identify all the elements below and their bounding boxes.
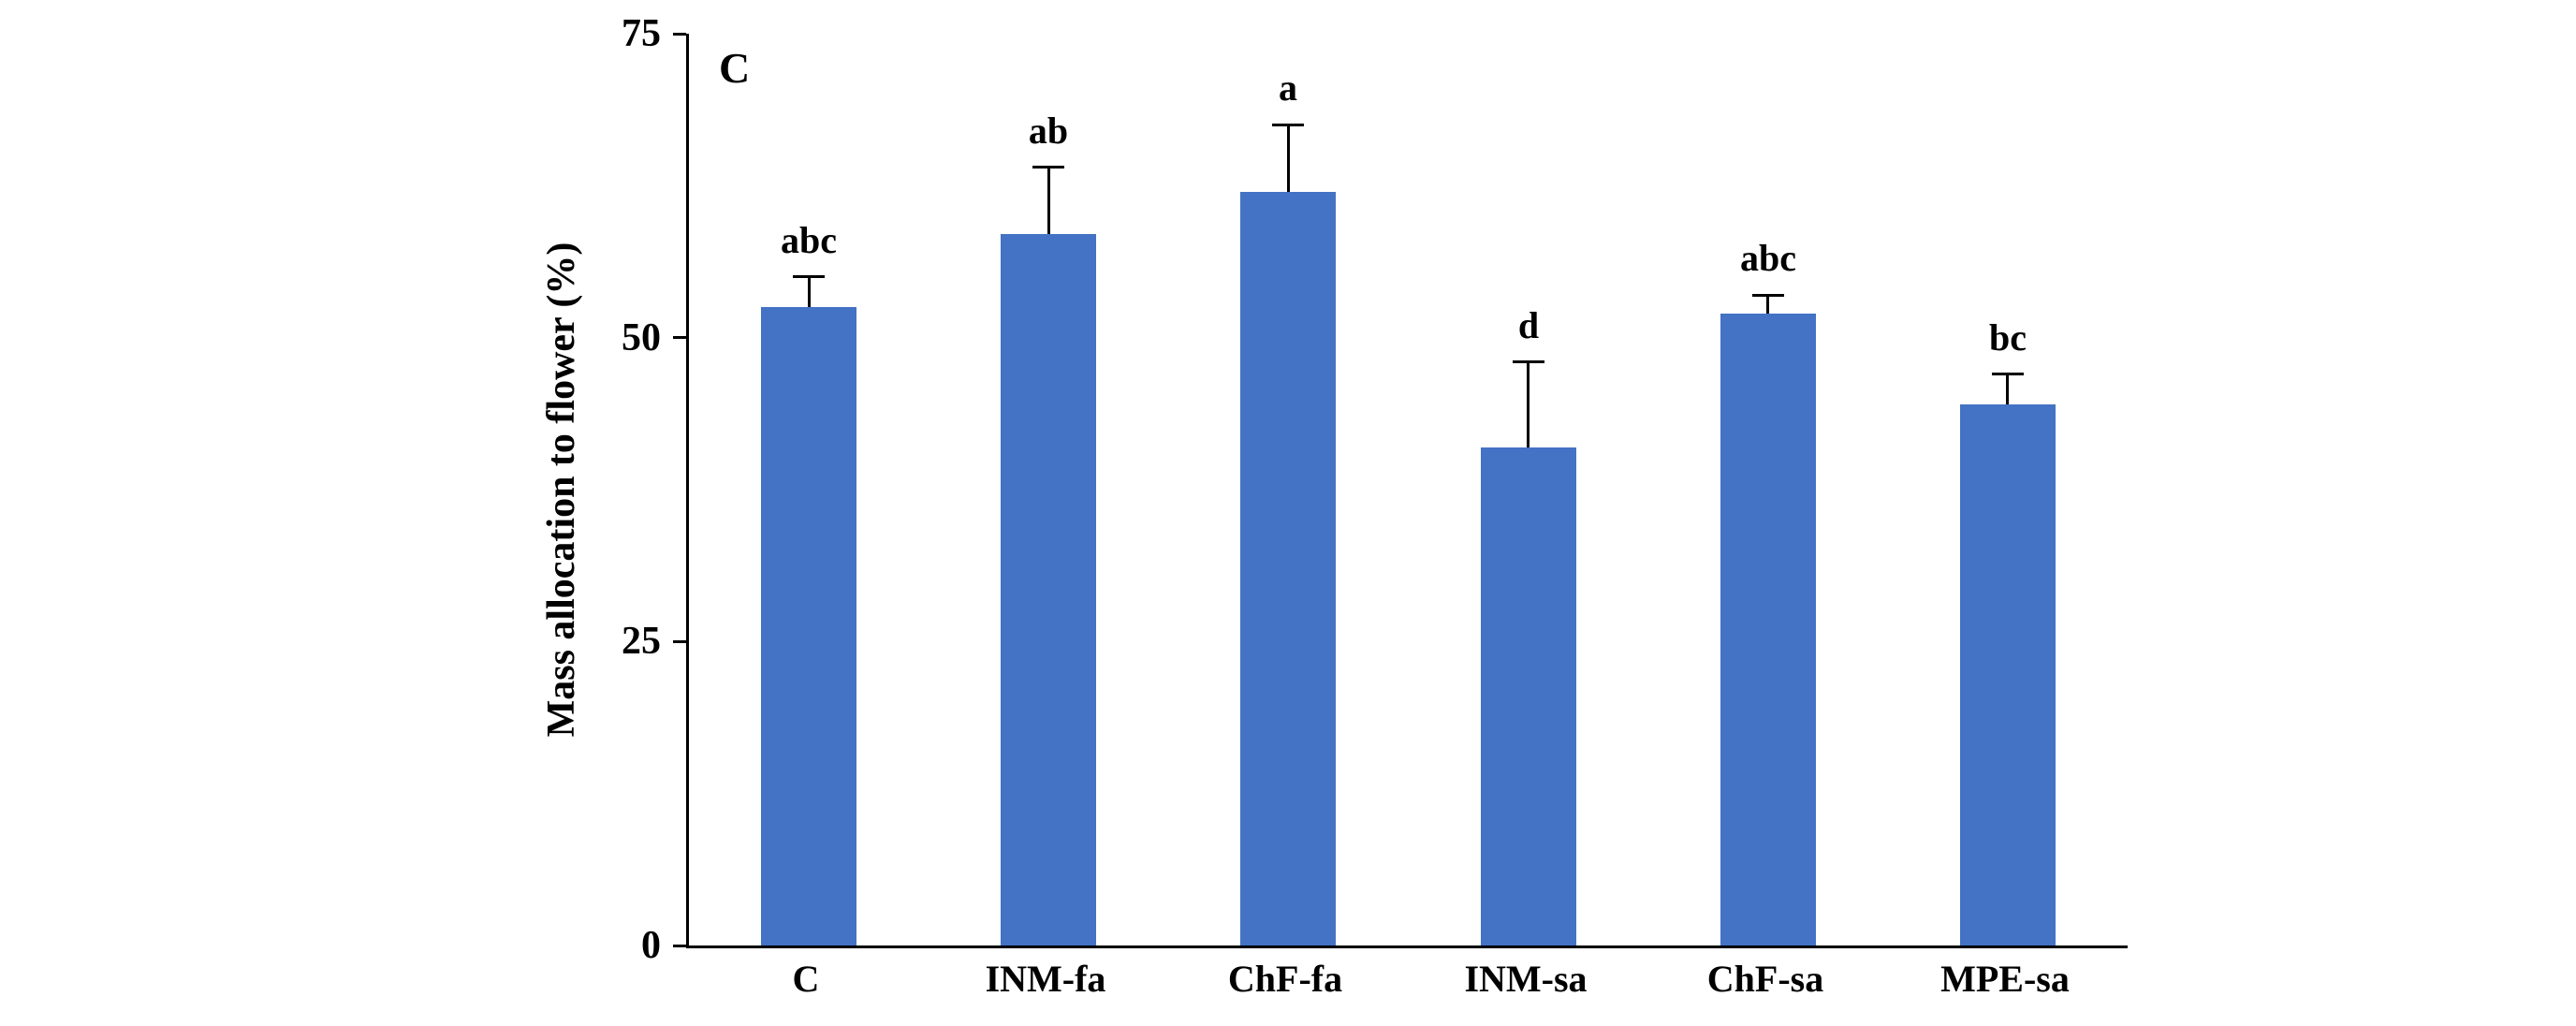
bar-C [761,307,856,945]
panel-label: C [719,44,751,92]
sig-letter-INM-fa: ab [1028,110,1069,152]
error-bar-cap-MPE-sa [1992,373,2024,375]
error-bar-cap-ChF-fa [1272,124,1304,126]
y-axis: 0 25 50 75 [0,12,686,967]
y-tick-label-25: 25 [622,620,661,664]
x-tick-label-INM-sa: INM-sa [1464,958,1588,1000]
y-tick-mark-25 [673,639,686,643]
y-tick-label-0: 0 [641,924,661,967]
error-bar-cap-INM-sa [1513,360,1544,363]
bar-ChF-fa [1240,192,1336,945]
x-tick-label-ChF-fa: ChF-fa [1227,958,1343,1000]
x-tick-label-MPE-sa: MPE-sa [1940,958,2070,1000]
error-bar-cap-ChF-sa [1752,294,1784,297]
y-tick-label-50: 50 [622,315,661,359]
error-bar-line-ChF-sa [1766,296,1769,314]
bar-INM-sa [1481,447,1576,945]
bar-MPE-sa [1960,404,2056,945]
sig-letter-ChF-sa: abc [1740,237,1796,279]
error-bar-line-MPE-sa [2006,374,2009,404]
x-tick-label-C: C [792,958,820,1000]
x-axis-labels: C INM-fa ChF-fa INM-sa ChF-sa MPE-sa [686,957,2125,1017]
sig-letter-ChF-fa: a [1279,66,1297,109]
error-bar-line-C [808,277,811,307]
y-tick-label-75: 75 [622,12,661,55]
y-tick-mark-75 [673,32,686,36]
sig-letter-INM-sa: d [1517,304,1540,346]
plot-area: C abc ab a d abc bc [686,34,2128,948]
sig-letter-MPE-sa: bc [1989,316,2027,359]
error-bar-cap-INM-fa [1032,166,1064,169]
sig-letter-C: abc [781,219,837,261]
bar-ChF-sa [1720,314,1816,945]
x-tick-label-ChF-sa: ChF-sa [1706,958,1824,1000]
error-bar-cap-C [793,275,825,278]
bar-INM-fa [1001,234,1096,945]
error-bar-line-INM-sa [1527,362,1530,447]
y-tick-mark-50 [673,336,686,340]
error-bar-line-ChF-fa [1287,125,1290,192]
y-tick-mark-0 [673,944,686,947]
error-bar-line-INM-fa [1047,168,1050,234]
x-tick-label-INM-fa: INM-fa [985,958,1106,1000]
